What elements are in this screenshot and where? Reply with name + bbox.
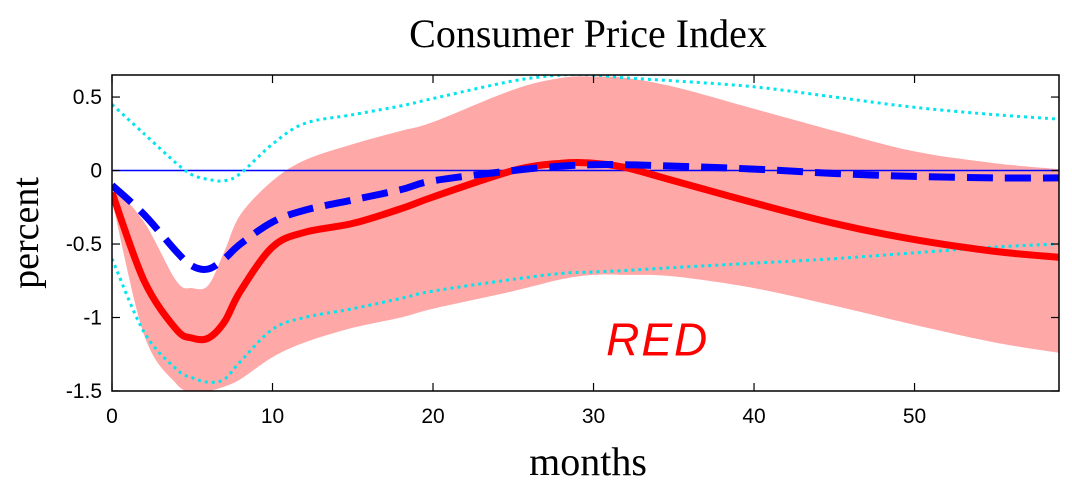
x-tick-label: 10 [261, 405, 284, 428]
series-blue-dashed-line [112, 160, 1059, 273]
x-tick-label: 50 [903, 405, 926, 428]
y-tick-label: -1.5 [66, 380, 102, 403]
y-axis-label: percent [5, 177, 47, 289]
x-tick-label: 40 [742, 405, 765, 428]
x-tick-label: 20 [421, 405, 444, 428]
y-tick-label: -1 [83, 307, 102, 330]
y-tick-label: 0 [90, 160, 102, 183]
y-tick-label: 0.5 [73, 86, 102, 109]
chart-title: Consumer Price Index [409, 11, 767, 56]
x-axis-label: months [529, 439, 647, 484]
series-red-solid-line [112, 158, 1059, 344]
x-tick-label: 0 [106, 405, 118, 428]
y-tick-label: -0.5 [66, 233, 102, 256]
plot-area [112, 75, 1059, 391]
red-annotation: RED [606, 314, 709, 366]
series-cyan-lower-dotted-line [112, 242, 1059, 384]
confidence-band [112, 76, 1059, 391]
axes-frame [111, 74, 1060, 392]
axis-ticks: 0 10 20 30 40 50 -1.5 -1 -0.5 0 0.5 [66, 75, 1059, 428]
x-tick-label: 30 [582, 405, 605, 428]
